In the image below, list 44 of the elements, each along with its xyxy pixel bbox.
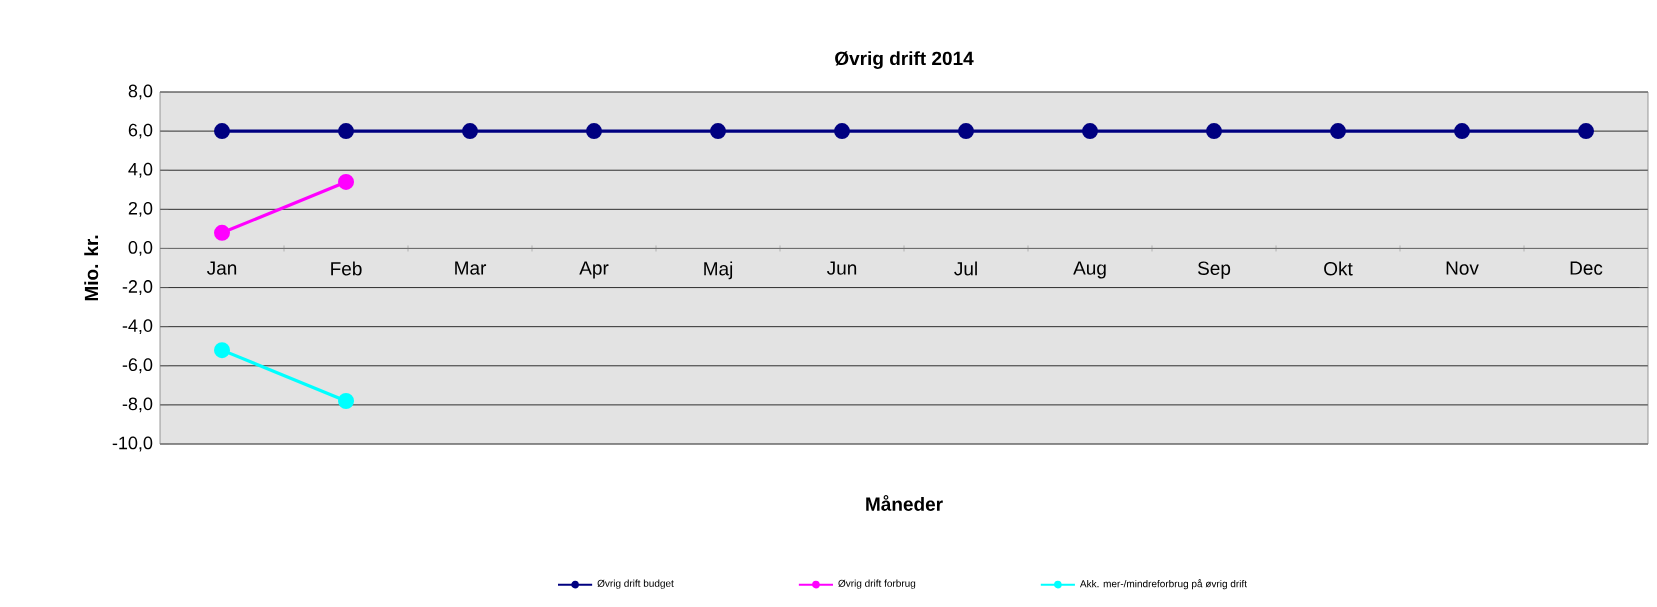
y-tick-label: -2,0 [122, 280, 153, 295]
x-tick-label: Sep [1197, 261, 1231, 279]
point [338, 392, 355, 409]
y-tick-label: -10,0 [112, 436, 153, 452]
y-tick-label: -4,0 [122, 319, 153, 335]
point [214, 123, 231, 140]
point [1454, 123, 1471, 140]
legend-label: Øvrig drift forbrug [838, 579, 916, 589]
x-tick-label: Mar [455, 261, 487, 275]
point [338, 173, 355, 190]
y-tick-label: 4,0 [128, 162, 153, 178]
y-tick-label: 6,0 [128, 123, 153, 139]
legend-label: Akk. mer-/mindreforbrug på øvrig drift [1079, 579, 1247, 590]
legend-label: Øvrig drift budget [597, 579, 674, 589]
point [214, 224, 231, 241]
y-tick-label: -6,0 [122, 358, 153, 374]
y-axis-title: Mio. kr. [84, 235, 99, 301]
point [462, 123, 479, 140]
point [214, 342, 231, 359]
point [586, 123, 603, 140]
point [710, 123, 727, 140]
x-tick-label: Jan [206, 261, 237, 275]
x-tick-label: Nov [1446, 261, 1479, 275]
x-tick-label: Jul [954, 261, 977, 276]
x-tick-label: Feb [331, 261, 362, 276]
x-tick-label: Apr [579, 261, 609, 279]
y-tick-label: -8,0 [122, 397, 153, 413]
y-tick-label: 2,0 [128, 201, 153, 217]
point [1082, 123, 1099, 140]
point [1578, 123, 1595, 140]
y-tick-label: 0,0 [128, 241, 153, 256]
x-tick-label: Dec [1570, 261, 1603, 275]
point [834, 123, 851, 140]
point [1330, 123, 1347, 140]
x-tick-label: Jun [826, 261, 857, 275]
chart-title: Øvrig drift 2014 [835, 51, 974, 69]
x-tick-label: Aug [1073, 261, 1106, 279]
point [958, 123, 975, 140]
y-tick-label: 8,0 [128, 84, 153, 100]
x-tick-label: Maj [704, 261, 733, 280]
point [338, 123, 355, 140]
x-tick-label: Okt [1324, 261, 1353, 276]
x-axis-title: Måneder [866, 495, 943, 511]
point [1206, 123, 1223, 140]
